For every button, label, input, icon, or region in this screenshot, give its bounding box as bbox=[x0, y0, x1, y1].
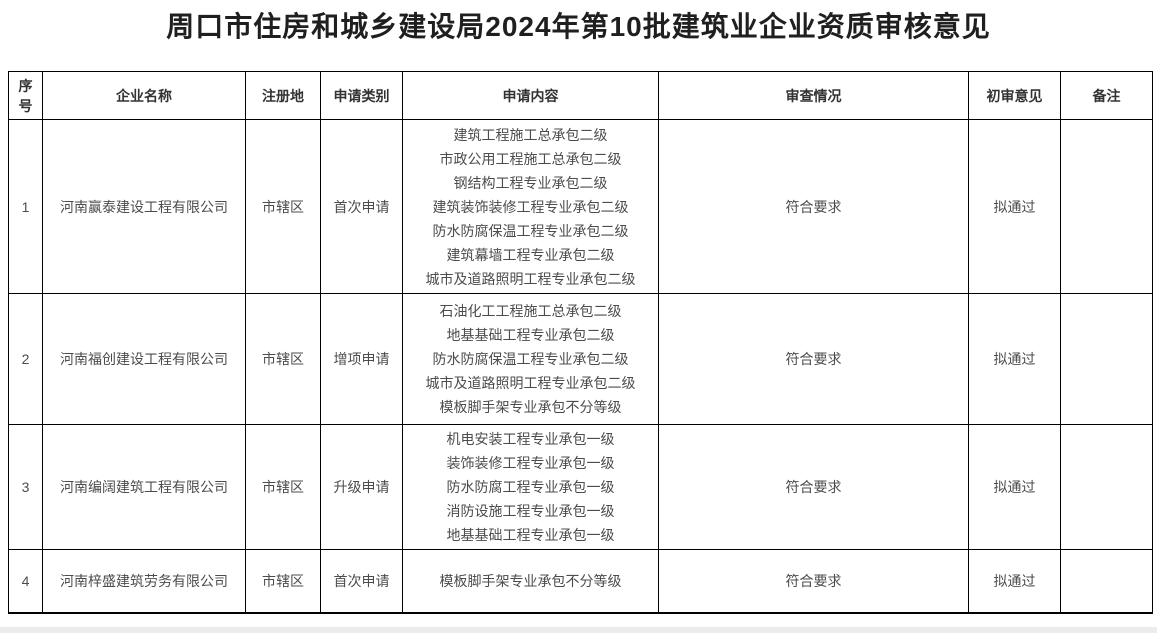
bottom-page-edge bbox=[0, 627, 1157, 633]
header-cell-opinion: 初审意见 bbox=[968, 71, 1061, 120]
remark-cell bbox=[1060, 119, 1153, 294]
review-cell: 符合要求 bbox=[658, 549, 969, 613]
location-cell: 市辖区 bbox=[245, 119, 321, 294]
remark-cell bbox=[1060, 424, 1153, 550]
header-cell-remark: 备注 bbox=[1060, 71, 1153, 120]
table-row: 1 河南赢泰建设工程有限公司 市辖区 首次申请 建筑工程施工总承包二级 市政公用… bbox=[8, 119, 1153, 294]
header-cell-apply-content: 申请内容 bbox=[402, 71, 659, 120]
table-header-row: 序号 企业名称 注册地 申请类别 申请内容 审查情况 初审意见 备注 bbox=[8, 71, 1153, 120]
company-cell: 河南梓盛建筑劳务有限公司 bbox=[42, 549, 246, 613]
table-row: 3 河南编阔建筑工程有限公司 市辖区 升级申请 机电安装工程专业承包一级 装饰装… bbox=[8, 424, 1153, 550]
opinion-cell: 拟通过 bbox=[968, 424, 1061, 550]
qualification-review-table: 序号 企业名称 注册地 申请类别 申请内容 审查情况 初审意见 备注 1 河南赢… bbox=[8, 71, 1153, 614]
seq-cell: 1 bbox=[8, 119, 43, 294]
review-cell: 符合要求 bbox=[658, 424, 969, 550]
header-cell-location: 注册地 bbox=[245, 71, 321, 120]
company-cell: 河南赢泰建设工程有限公司 bbox=[42, 119, 246, 294]
company-cell: 河南编阔建筑工程有限公司 bbox=[42, 424, 246, 550]
seq-cell: 2 bbox=[8, 293, 43, 425]
location-cell: 市辖区 bbox=[245, 424, 321, 550]
page-title: 周口市住房和城乡建设局2024年第10批建筑业企业资质审核意见 bbox=[166, 11, 991, 42]
apply-type-cell: 首次申请 bbox=[320, 549, 403, 613]
apply-type-cell: 首次申请 bbox=[320, 119, 403, 294]
header-cell-review: 审查情况 bbox=[658, 71, 969, 120]
opinion-cell: 拟通过 bbox=[968, 293, 1061, 425]
review-cell: 符合要求 bbox=[658, 119, 969, 294]
apply-content-cell: 建筑工程施工总承包二级 市政公用工程施工总承包二级 钢结构工程专业承包二级 建筑… bbox=[402, 119, 659, 294]
location-cell: 市辖区 bbox=[245, 549, 321, 613]
location-cell: 市辖区 bbox=[245, 293, 321, 425]
header-cell-apply-type: 申请类别 bbox=[320, 71, 403, 120]
seq-cell: 4 bbox=[8, 549, 43, 613]
review-cell: 符合要求 bbox=[658, 293, 969, 425]
remark-cell bbox=[1060, 293, 1153, 425]
remark-cell bbox=[1060, 549, 1153, 613]
table-row: 2 河南福创建设工程有限公司 市辖区 增项申请 石油化工工程施工总承包二级 地基… bbox=[8, 293, 1153, 425]
opinion-cell: 拟通过 bbox=[968, 549, 1061, 613]
opinion-cell: 拟通过 bbox=[968, 119, 1061, 294]
header-cell-seq: 序号 bbox=[8, 71, 43, 120]
apply-type-cell: 增项申请 bbox=[320, 293, 403, 425]
apply-content-cell: 机电安装工程专业承包一级 装饰装修工程专业承包一级 防水防腐工程专业承包一级 消… bbox=[402, 424, 659, 550]
seq-cell: 3 bbox=[8, 424, 43, 550]
apply-content-cell: 石油化工工程施工总承包二级 地基基础工程专业承包二级 防水防腐保温工程专业承包二… bbox=[402, 293, 659, 425]
apply-type-cell: 升级申请 bbox=[320, 424, 403, 550]
table-row: 4 河南梓盛建筑劳务有限公司 市辖区 首次申请 模板脚手架专业承包不分等级 符合… bbox=[8, 549, 1153, 613]
apply-content-cell: 模板脚手架专业承包不分等级 bbox=[402, 549, 659, 613]
header-cell-company: 企业名称 bbox=[42, 71, 246, 120]
company-cell: 河南福创建设工程有限公司 bbox=[42, 293, 246, 425]
